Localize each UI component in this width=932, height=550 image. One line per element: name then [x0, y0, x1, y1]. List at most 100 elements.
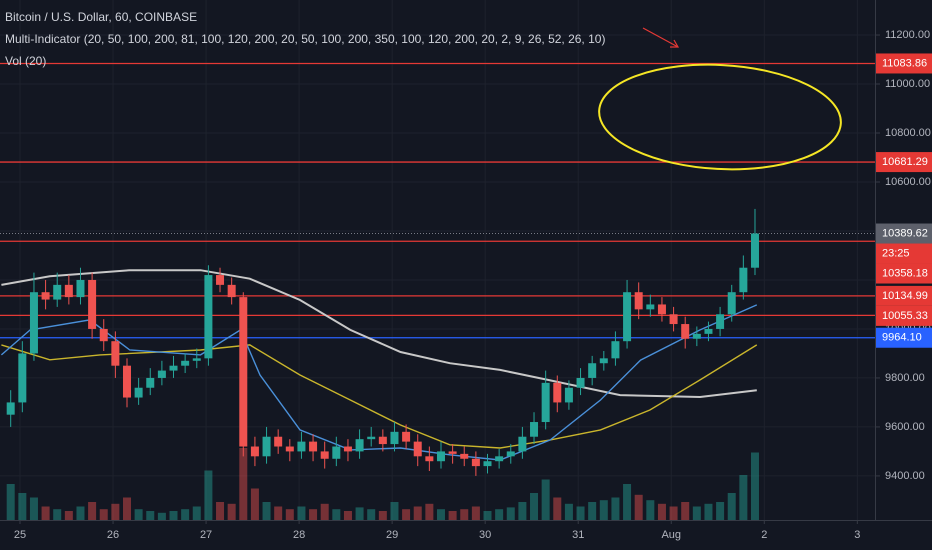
candle-body: [564, 387, 573, 403]
candle-body: [530, 422, 539, 437]
volume-bar: [297, 506, 306, 520]
y-tick-label: 10600.00: [885, 176, 931, 188]
axis-labels: 9400.009600.009800.0010000.0010200.00104…: [14, 29, 932, 541]
volume-bar: [169, 511, 178, 520]
y-tick-label: 11200.00: [885, 29, 930, 41]
candle-body: [157, 370, 166, 378]
candle-body: [588, 363, 597, 378]
volume-bar: [413, 506, 422, 520]
candle-body: [506, 451, 515, 457]
volume-bar: [669, 506, 678, 520]
volume-bar: [122, 497, 131, 520]
level-label: 11083.86: [882, 57, 927, 69]
candle-body: [41, 292, 50, 300]
volume-bar: [274, 506, 283, 520]
current-price-label: 10389.62: [882, 227, 928, 239]
volume-bar: [564, 503, 573, 520]
volume-bar: [588, 502, 597, 520]
y-tick-label: 9600.00: [885, 421, 925, 433]
volume-bar: [157, 512, 166, 520]
volume-bar: [390, 502, 399, 520]
candle-body: [285, 446, 294, 452]
x-tick-label: 25: [14, 529, 26, 541]
volume-bar: [332, 509, 341, 520]
candle-body: [425, 456, 434, 462]
candle-body: [704, 328, 713, 334]
volume-bar: [262, 502, 271, 520]
candle-body: [692, 333, 701, 339]
candle-body: [239, 297, 248, 447]
volume-bar: [192, 506, 201, 520]
candle-body: [204, 275, 213, 359]
volume-bar: [216, 502, 225, 520]
volume-bar: [53, 509, 62, 520]
candle-body: [402, 431, 411, 442]
volume-bar: [599, 500, 608, 520]
y-tick-label: 9400.00: [885, 470, 925, 482]
candle-body: [436, 451, 445, 462]
y-tick-label: 10800.00: [885, 127, 931, 139]
level-label-box: [876, 285, 932, 306]
candle-body: [181, 360, 190, 366]
candle-body: [460, 453, 469, 459]
volume-bar: [541, 479, 550, 520]
moving-average-line: [1, 344, 758, 449]
candle-body: [332, 446, 341, 459]
volume-bar: [146, 511, 155, 520]
volume-bar: [681, 502, 690, 520]
candle-body: [471, 458, 480, 467]
candle-body: [343, 446, 352, 452]
volume-bar: [250, 488, 259, 520]
annotation-ellipse: [598, 63, 842, 171]
candle-body: [169, 365, 178, 371]
x-tick-label: 28: [293, 529, 305, 541]
candle-body: [227, 284, 236, 298]
candle-body: [6, 402, 15, 415]
candle-body: [716, 314, 725, 329]
volume-bar: [495, 509, 504, 520]
volume-bar: [692, 506, 701, 520]
candles: [6, 208, 759, 476]
level-label-box: [876, 53, 932, 74]
candle-body: [99, 328, 108, 342]
countdown-box: [876, 243, 932, 264]
candle-body: [739, 267, 748, 293]
candle-body: [355, 439, 364, 452]
volume-bar: [64, 511, 73, 520]
x-tick-label: 31: [572, 529, 584, 541]
x-tick-label: Aug: [661, 529, 681, 541]
volume-bar: [18, 493, 27, 520]
chart-title: Bitcoin / U.S. Dollar, 60, COINBASE: [5, 10, 197, 24]
volume-bar: [425, 503, 434, 520]
candle-body: [111, 341, 120, 366]
volume-bar: [634, 494, 643, 520]
x-tick-label: 3: [854, 529, 860, 541]
volume-bar: [181, 509, 190, 520]
volume-bar: [367, 509, 376, 520]
volume-bar: [506, 507, 515, 520]
candle-body: [262, 436, 271, 457]
indicator-label: Multi-Indicator (20, 50, 100, 200, 81, 1…: [5, 32, 605, 46]
candle-body: [297, 441, 306, 452]
candle-body: [88, 279, 97, 329]
level-label: 9964.10: [882, 332, 922, 344]
volume-bar: [576, 506, 585, 520]
volume-bar: [471, 506, 480, 520]
level-label-box: [876, 327, 932, 348]
volume-bar: [285, 509, 294, 520]
y-tick-label: 9800.00: [885, 372, 925, 384]
volume-bar: [739, 475, 748, 520]
candle-body: [646, 304, 655, 310]
x-tick-label: 2: [761, 529, 767, 541]
volume-bar: [646, 500, 655, 520]
arrow-head: [670, 39, 680, 48]
candle-body: [250, 446, 259, 457]
volume-bar: [76, 506, 85, 520]
candle-body: [274, 436, 283, 447]
volume-bar: [750, 452, 759, 520]
volume-bar: [111, 503, 120, 520]
level-label: 10681.29: [882, 156, 928, 168]
arrow-line: [642, 27, 679, 48]
candle-body: [413, 441, 422, 457]
